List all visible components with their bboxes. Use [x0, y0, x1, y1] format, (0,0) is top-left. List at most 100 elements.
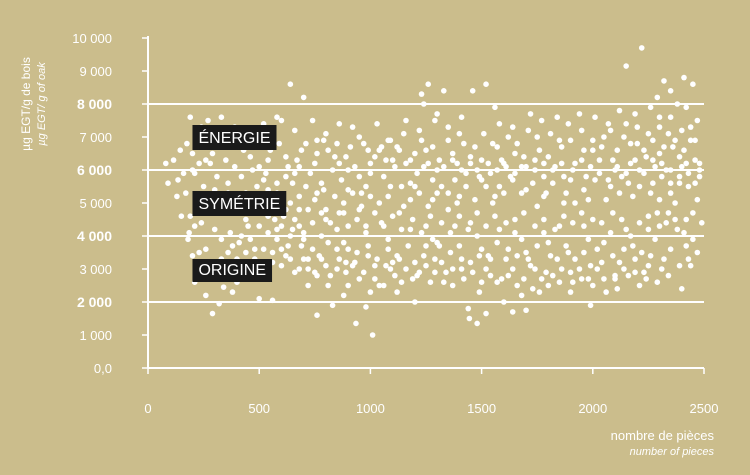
x-tick-label: 1500 [467, 401, 496, 416]
data-point [636, 183, 643, 190]
data-point [294, 157, 300, 163]
data-point [483, 310, 489, 317]
data-point [492, 213, 498, 219]
data-point [590, 216, 596, 223]
data-point [514, 140, 520, 147]
data-point [621, 266, 627, 272]
data-point [458, 256, 465, 262]
data-point [489, 140, 496, 147]
data-point [256, 223, 263, 229]
data-point [269, 297, 276, 304]
data-point [429, 177, 436, 183]
data-point [645, 262, 652, 269]
data-point [289, 180, 296, 186]
data-point [434, 167, 440, 173]
data-point [594, 266, 601, 272]
data-point [494, 144, 500, 150]
data-point [298, 243, 305, 249]
data-point [436, 243, 443, 249]
data-point [607, 229, 614, 236]
data-point [512, 170, 518, 177]
data-point [440, 88, 447, 94]
data-point [343, 154, 349, 160]
data-point [452, 223, 458, 229]
data-point [601, 134, 607, 140]
data-point [489, 200, 496, 206]
data-point [610, 253, 616, 259]
data-point [692, 180, 698, 186]
data-point [483, 183, 489, 190]
data-point [403, 266, 409, 272]
data-point [661, 256, 667, 262]
data-point [676, 154, 683, 160]
data-point [365, 243, 371, 249]
data-point [478, 246, 485, 252]
data-point [518, 292, 525, 299]
data-point [578, 127, 585, 134]
zone-label-text: ÉNERGIE [198, 128, 270, 147]
data-point [676, 262, 683, 269]
data-point [587, 163, 594, 170]
data-point [569, 167, 576, 173]
data-point [343, 259, 349, 266]
data-point [627, 233, 634, 239]
data-point [603, 289, 609, 295]
data-point [572, 200, 578, 206]
data-point [216, 300, 222, 307]
data-point [225, 180, 231, 186]
data-point [220, 284, 227, 290]
data-point [532, 266, 538, 272]
data-point [418, 137, 425, 144]
data-point [514, 253, 520, 259]
data-point [456, 243, 463, 249]
data-point [650, 180, 656, 186]
data-point [174, 193, 180, 200]
data-point [340, 210, 347, 216]
data-point [532, 157, 538, 163]
data-point [667, 88, 674, 94]
data-point [225, 249, 231, 256]
data-point [392, 163, 398, 170]
data-point [162, 160, 169, 167]
data-point [336, 210, 343, 216]
data-point [614, 163, 621, 170]
x-axis-sublabel: number of pieces [630, 446, 715, 458]
data-point [549, 180, 556, 186]
data-point [385, 246, 391, 252]
data-point [601, 239, 607, 246]
data-point [509, 266, 516, 272]
y-tick-label: 4 000 [77, 228, 112, 244]
data-point [518, 236, 525, 243]
data-point [683, 104, 690, 111]
data-point [325, 282, 331, 289]
data-point [432, 117, 438, 124]
data-point [645, 213, 652, 219]
data-point [458, 266, 465, 272]
data-point [545, 154, 552, 160]
data-point [521, 210, 527, 216]
data-point [529, 286, 536, 292]
data-point [385, 236, 391, 243]
x-tick-label: 1000 [356, 401, 385, 416]
data-point [674, 226, 681, 233]
data-point [694, 249, 701, 256]
data-point [260, 246, 267, 252]
data-point [345, 282, 351, 289]
data-point [314, 137, 320, 144]
data-point [229, 289, 236, 295]
data-point [436, 157, 443, 163]
x-axis-ticks: 0 500 1000 1500 2000 2500 [144, 368, 718, 416]
data-point [447, 229, 454, 236]
data-point [538, 117, 545, 124]
data-point [650, 137, 656, 144]
data-point [245, 223, 251, 229]
data-point [345, 223, 351, 229]
data-point [287, 256, 294, 262]
data-point [683, 216, 690, 223]
data-point [687, 137, 694, 144]
data-point [694, 117, 701, 124]
data-point [438, 259, 445, 266]
data-point [632, 111, 638, 117]
data-point [498, 276, 505, 282]
data-point [170, 157, 177, 163]
